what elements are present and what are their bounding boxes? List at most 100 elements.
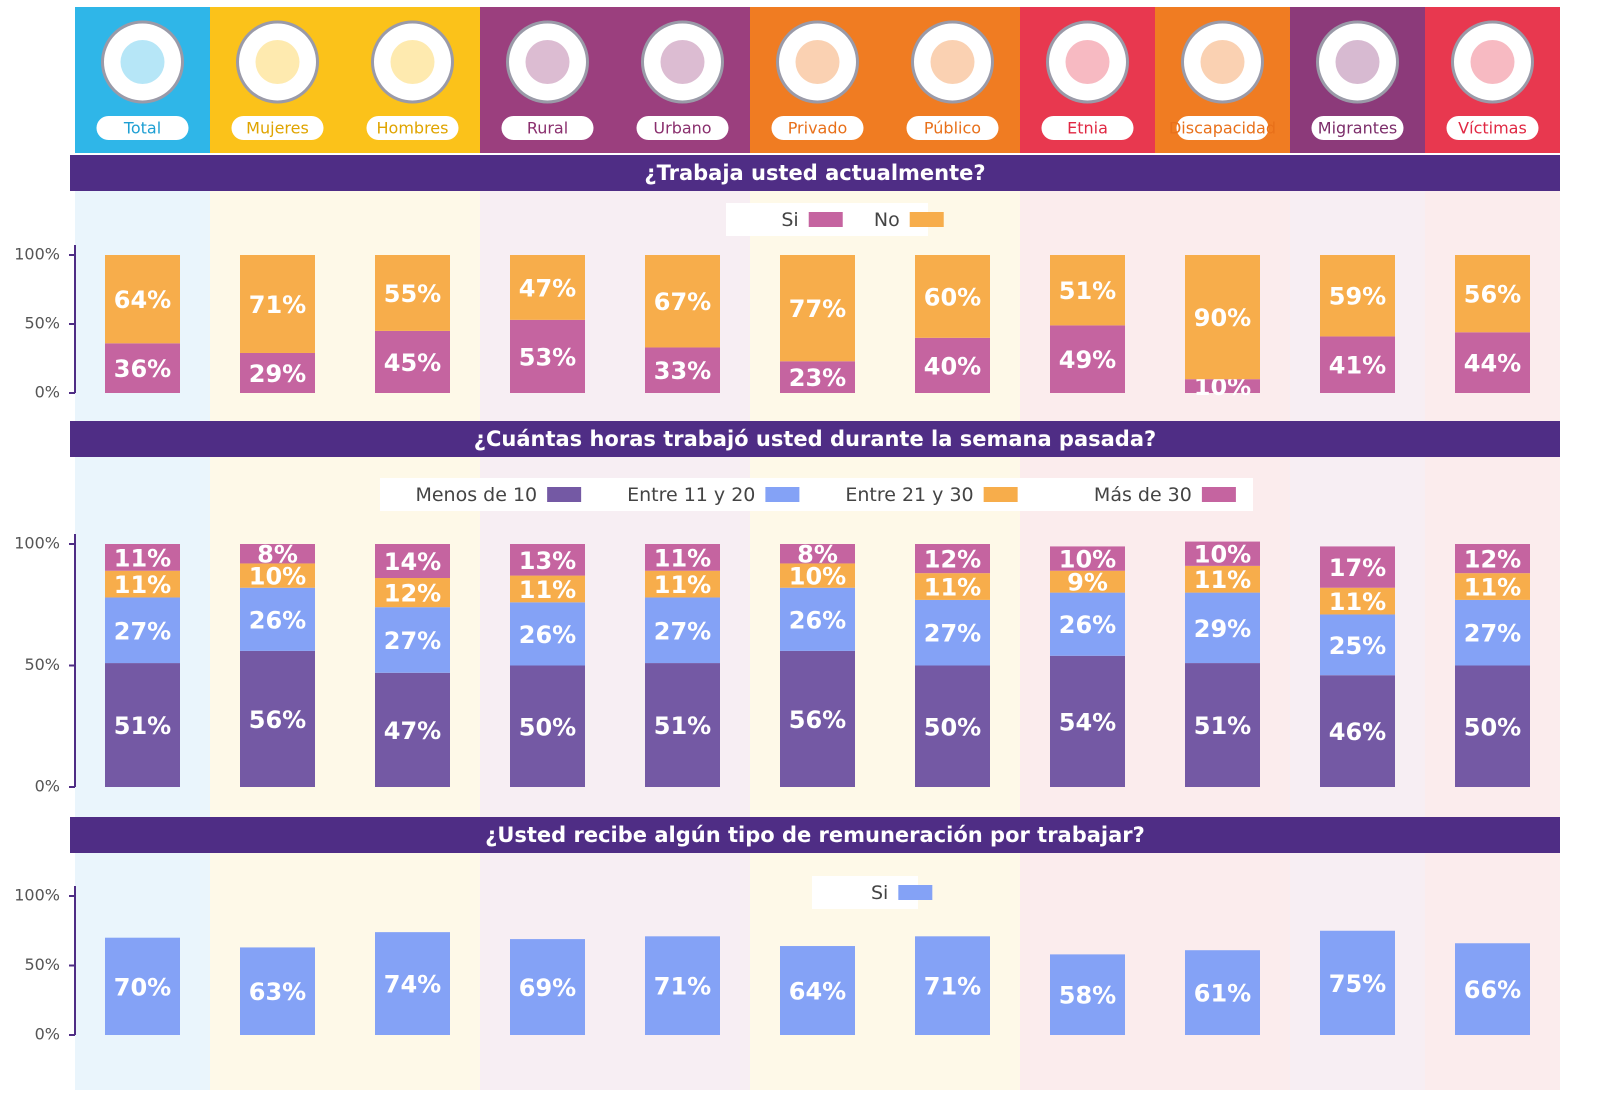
bar-segment <box>510 939 585 1035</box>
bar-segment <box>1320 336 1395 393</box>
bar-segment <box>1185 379 1260 393</box>
bar-segment <box>1320 614 1395 676</box>
group-icon <box>641 20 724 104</box>
group-label-pill <box>366 116 459 140</box>
value-label: 27% <box>654 617 711 645</box>
group-label: Urbano <box>653 119 711 138</box>
group-label: Etnia <box>1067 119 1108 138</box>
legend-label: Menos de 10 <box>415 484 537 506</box>
bar-segment <box>780 563 855 588</box>
y-tick-label: 50% <box>24 955 60 974</box>
value-label: 11% <box>1464 574 1521 602</box>
group-icon-inner <box>1065 40 1110 84</box>
group-label-pill <box>636 116 729 140</box>
value-label: 77% <box>789 295 846 323</box>
group-icon <box>236 20 319 104</box>
value-label: 70% <box>114 973 171 1001</box>
bar-segment <box>240 352 315 393</box>
value-label: 11% <box>519 576 576 604</box>
group-label-pill <box>1311 116 1404 140</box>
bar-segment <box>240 650 315 787</box>
y-tick-label: 0% <box>35 383 60 402</box>
value-label: 49% <box>1059 346 1116 374</box>
legend-label: Más de 30 <box>1094 484 1192 506</box>
value-label: 13% <box>519 547 576 575</box>
value-label: 11% <box>1329 588 1386 616</box>
value-label: 11% <box>1194 566 1251 594</box>
value-label: 50% <box>519 713 576 741</box>
value-label: 11% <box>114 571 171 599</box>
bar-segment <box>915 936 990 1035</box>
bar-segment <box>1185 255 1260 380</box>
legend-label: Si <box>871 882 888 904</box>
bar-segment <box>915 255 990 338</box>
bar-segment <box>105 597 180 664</box>
y-tick-label: 0% <box>35 1025 60 1044</box>
bar-segment <box>1455 573 1530 600</box>
value-label: 51% <box>114 712 171 740</box>
bar-segment <box>1185 541 1260 566</box>
legend-swatch <box>983 487 1018 502</box>
group-label: Privado <box>788 119 848 138</box>
bar-segment <box>915 599 990 666</box>
bar-segment <box>510 665 585 787</box>
value-label: 11% <box>114 544 171 572</box>
bar-segment <box>375 330 450 393</box>
bar-segment <box>510 575 585 603</box>
value-label: 63% <box>249 978 306 1006</box>
value-label: 33% <box>654 357 711 385</box>
value-label: 51% <box>1194 712 1251 740</box>
bar-segment <box>915 544 990 574</box>
bar-segment <box>375 607 450 673</box>
value-label: 12% <box>384 580 441 608</box>
bar-segment <box>1050 954 1125 1035</box>
legend-box <box>380 478 1253 511</box>
bar-segment <box>510 544 585 576</box>
value-label: 11% <box>924 574 981 602</box>
bar-segment <box>780 544 855 564</box>
y-tick-label: 100% <box>14 886 60 905</box>
group-icon-inner <box>525 40 570 84</box>
group-icon-inner <box>930 40 975 84</box>
bar-segment <box>510 319 585 393</box>
group-icon-inner <box>1200 40 1245 84</box>
group-label: Total <box>123 119 161 138</box>
bar-segment <box>645 255 720 348</box>
value-label: 27% <box>1464 620 1521 648</box>
value-label: 27% <box>924 620 981 648</box>
value-label: 74% <box>384 971 441 999</box>
group-icon-inner <box>390 40 435 84</box>
legend-label: Entre 11 y 20 <box>627 484 755 506</box>
bar-segment <box>1320 255 1395 337</box>
bar-segment <box>105 663 180 787</box>
group-icon-inner <box>1335 40 1380 84</box>
value-label: 51% <box>654 712 711 740</box>
group-label-pill <box>1176 116 1269 140</box>
value-label: 26% <box>519 621 576 649</box>
value-label: 66% <box>1464 976 1521 1004</box>
legend-swatch <box>898 885 933 900</box>
bar-segment <box>105 544 180 571</box>
bar-segment <box>780 255 855 362</box>
legend-label: No <box>874 209 900 231</box>
value-label: 44% <box>1464 350 1521 378</box>
bar-segment <box>240 587 315 651</box>
value-label: 23% <box>789 364 846 392</box>
bar-segment <box>1050 570 1125 593</box>
bar-segment <box>375 255 450 331</box>
group-label-pill <box>906 116 999 140</box>
bar-segment <box>915 665 990 787</box>
bar-segment <box>780 587 855 651</box>
bar-segment <box>105 255 180 344</box>
value-label: 26% <box>1059 611 1116 639</box>
bar-segment <box>645 936 720 1035</box>
value-label: 17% <box>1329 554 1386 582</box>
bar-segment <box>780 650 855 787</box>
legend-swatch <box>1201 487 1236 502</box>
y-tick-label: 100% <box>14 534 60 553</box>
value-label: 12% <box>924 546 981 574</box>
group-icon <box>371 20 454 104</box>
group-icon <box>1316 20 1399 104</box>
y-tick-label: 50% <box>24 655 60 674</box>
value-label: 50% <box>924 713 981 741</box>
